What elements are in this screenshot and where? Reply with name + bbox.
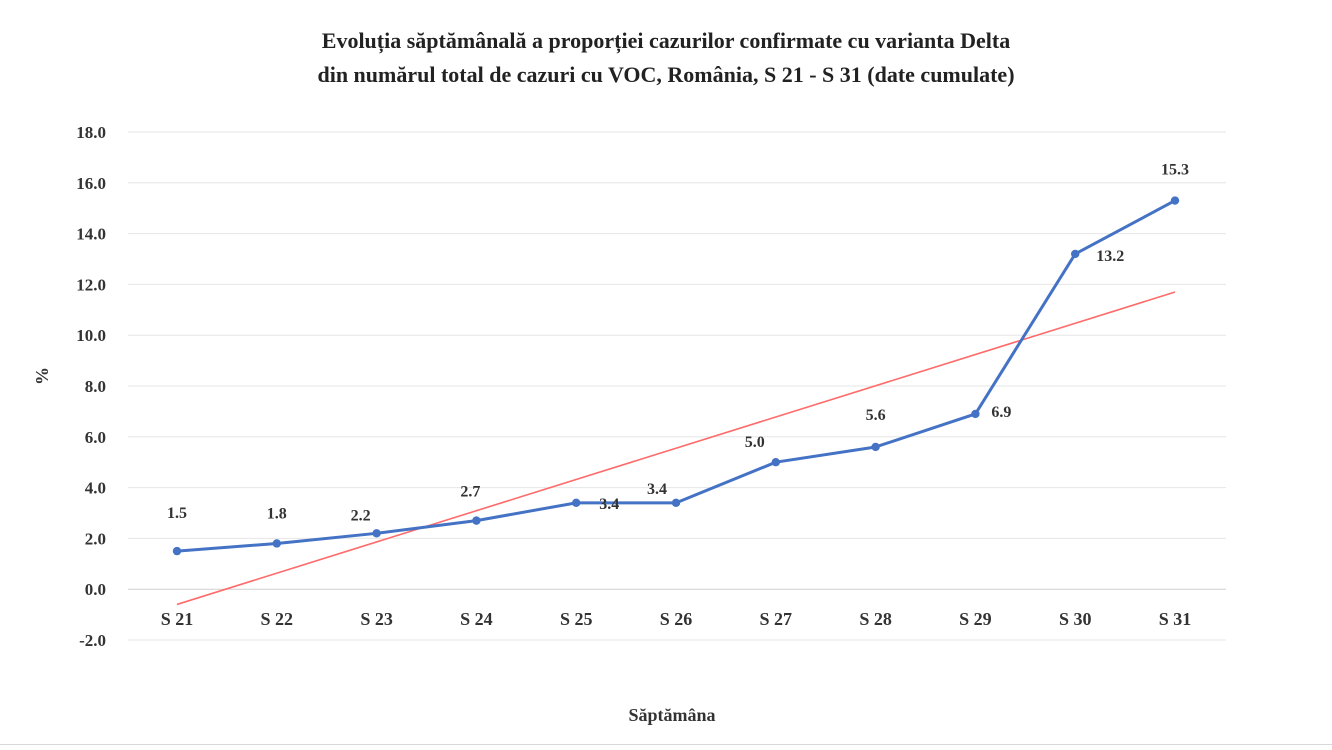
- y-tick-label: 16.0: [76, 174, 106, 193]
- y-tick-label: 10.0: [76, 326, 106, 345]
- x-tick-label: S 25: [560, 609, 593, 629]
- data-label: 5.6: [866, 407, 886, 424]
- data-point: [671, 498, 681, 508]
- x-tick-label: S 29: [959, 609, 992, 629]
- x-tick-label: S 24: [460, 609, 493, 629]
- x-tick-label: S 31: [1159, 609, 1192, 629]
- x-tick-label: S 22: [261, 609, 294, 629]
- y-tick-label: 4.0: [85, 479, 106, 498]
- data-point: [572, 498, 581, 508]
- data-label: 15.3: [1161, 162, 1189, 179]
- data-point: [1071, 249, 1080, 259]
- data-point: [771, 458, 780, 467]
- data-label: 6.9: [991, 404, 1011, 421]
- y-tick-label: 8.0: [85, 377, 106, 396]
- y-tick-label: 18.0: [76, 123, 106, 142]
- y-tick-label: 12.0: [76, 275, 106, 294]
- data-point: [372, 529, 381, 538]
- y-tick-label: 2.0: [85, 529, 106, 548]
- x-tick-label: S 23: [360, 609, 393, 629]
- chart-title-line-1: Evoluția săptămânală a proporției cazuri…: [321, 28, 1011, 53]
- x-tick-label: S 21: [161, 609, 194, 629]
- data-point: [871, 442, 880, 452]
- series-layer: [172, 196, 1180, 556]
- x-tick-label: S 30: [1059, 609, 1092, 629]
- x-tick-label: S 28: [859, 609, 892, 629]
- gridlines: [128, 131, 1226, 641]
- data-point: [172, 546, 182, 556]
- data-label: 1.5: [167, 505, 187, 522]
- data-label: 5.0: [745, 434, 765, 451]
- y-tick-label: 14.0: [76, 225, 106, 244]
- data-label: 3.4: [599, 496, 619, 513]
- data-label: 13.2: [1096, 248, 1124, 265]
- y-tick-label: -2.0: [79, 631, 106, 650]
- x-tick-label: S 27: [760, 609, 793, 629]
- trendline-layer: [176, 291, 1176, 606]
- y-tick-label: 6.0: [85, 428, 106, 447]
- y-axis-label: %: [32, 367, 52, 385]
- y-tick-label: 0.0: [85, 580, 106, 599]
- bottom-divider: [0, 744, 1332, 745]
- data-point: [272, 539, 281, 548]
- data-point: [472, 516, 481, 525]
- series-line: [175, 199, 1177, 553]
- data-label: 3.4: [647, 481, 667, 498]
- data-label: 2.7: [460, 484, 480, 501]
- x-tick-label: S 26: [660, 609, 693, 629]
- data-label: 1.8: [267, 505, 287, 522]
- x-axis-label: Săptămâna: [628, 705, 715, 725]
- x-axis-ticks: S 21 S 22 S 23 S 24 S 25 S 26 S 27 S 28 S 29 S 30…: [161, 609, 1192, 629]
- data-point: [1170, 196, 1180, 205]
- linear-trendline: [176, 291, 1176, 606]
- data-point: [971, 409, 980, 419]
- data-label: 2.2: [351, 507, 371, 524]
- data-labels: 1.5 1.8 2.2 2.7 3.4 3.4 5.0 5.6 6.9 13.2 15.3: [167, 162, 1189, 525]
- chart-title-line-2: din numărul total de cazuri cu VOC, Româ…: [317, 62, 1015, 87]
- y-axis-ticks: -2.0 0.0 2.0 4.0 6.0 8.0 10.0 12.0 14.0 16.0 18.0: [76, 123, 106, 650]
